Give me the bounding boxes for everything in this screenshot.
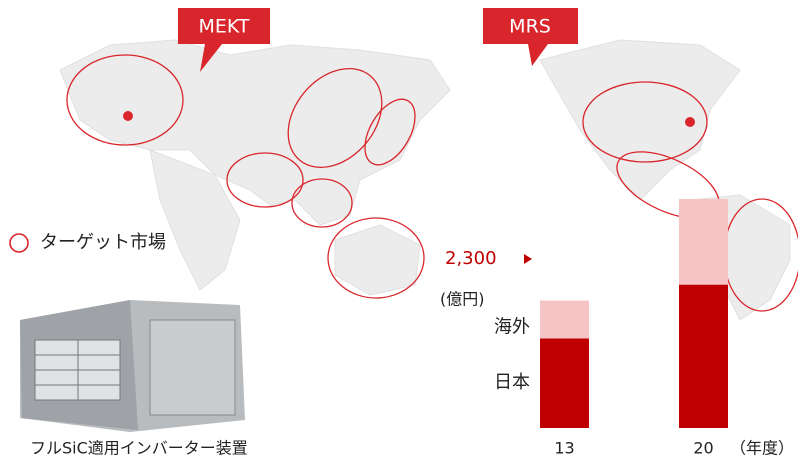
region bbox=[327, 217, 425, 299]
callout bbox=[178, 8, 270, 72]
region bbox=[364, 98, 416, 166]
north-america bbox=[539, 39, 741, 201]
x-label: （年度） bbox=[730, 439, 794, 458]
series-label: 日本 bbox=[494, 372, 530, 393]
site-dot bbox=[123, 111, 133, 121]
region bbox=[582, 81, 708, 163]
eurasia bbox=[59, 39, 451, 226]
y-unit: (億円) bbox=[440, 290, 485, 309]
series-label: 海外 bbox=[494, 316, 530, 337]
bar-segment bbox=[679, 199, 728, 285]
bar-segment bbox=[679, 284, 728, 428]
australia bbox=[334, 224, 421, 296]
x-tick-label: 13 bbox=[554, 439, 574, 458]
site-dot bbox=[685, 117, 695, 127]
region bbox=[226, 152, 304, 208]
site-label: MEKT bbox=[199, 16, 250, 38]
legend-label: ターゲット市場 bbox=[40, 232, 166, 253]
target-regions bbox=[66, 54, 798, 312]
region bbox=[66, 54, 184, 146]
caption: フルSiC適用インバーター装置 bbox=[30, 439, 248, 458]
total-label: 2,300 bbox=[445, 248, 497, 269]
x-tick-label: 20 bbox=[693, 439, 713, 458]
region bbox=[291, 178, 353, 228]
callout bbox=[483, 8, 578, 66]
inverter-image bbox=[20, 300, 245, 432]
arrow bbox=[524, 254, 532, 264]
legend-marker bbox=[9, 233, 29, 253]
africa bbox=[149, 149, 241, 291]
bar-segment bbox=[540, 300, 589, 339]
bar-segment bbox=[540, 338, 589, 428]
site-label: MRS bbox=[509, 16, 551, 38]
